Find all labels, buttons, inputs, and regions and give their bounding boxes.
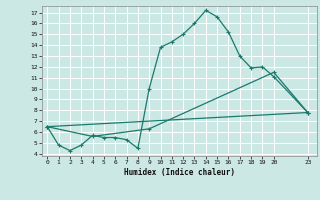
X-axis label: Humidex (Indice chaleur): Humidex (Indice chaleur) xyxy=(124,168,235,177)
